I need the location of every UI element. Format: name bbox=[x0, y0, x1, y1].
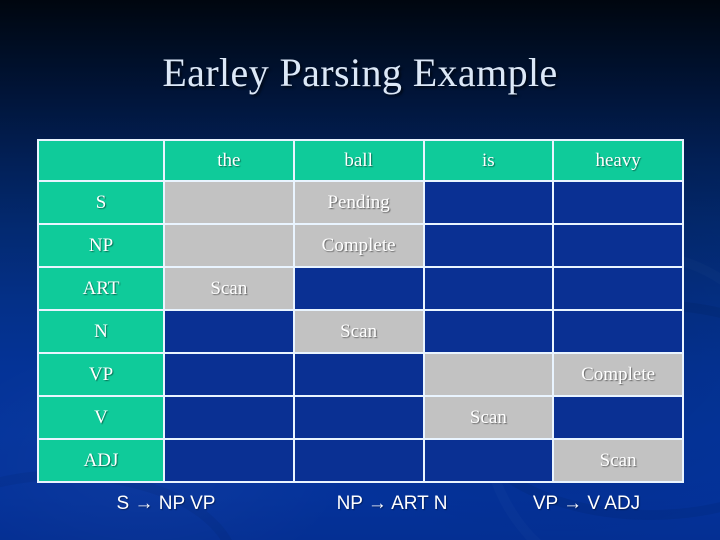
cell-text: Complete bbox=[581, 363, 656, 385]
table-row: N Scan bbox=[37, 311, 684, 354]
grammar-rules-row: S → NP VP NP → ART N VP → V ADJ bbox=[37, 491, 684, 517]
cell-s-heavy bbox=[554, 182, 684, 225]
cell-v-the bbox=[165, 397, 295, 440]
column-header-the: the bbox=[165, 139, 295, 182]
cell-n-the bbox=[165, 311, 295, 354]
cell-art-is bbox=[424, 268, 555, 311]
cell-vp-the bbox=[165, 354, 295, 397]
table-row: S Pending bbox=[37, 182, 684, 225]
table-row: ADJ Scan bbox=[37, 440, 684, 483]
cell-np-the bbox=[165, 225, 295, 268]
cell-vp-heavy: Complete bbox=[554, 354, 684, 397]
cell-text: Complete bbox=[321, 234, 396, 256]
cell-adj-the bbox=[165, 440, 295, 483]
column-header-ball: ball bbox=[294, 139, 425, 182]
column-header-corner bbox=[37, 139, 165, 182]
cell-art-the: Scan bbox=[165, 268, 295, 311]
cell-art-heavy bbox=[554, 268, 684, 311]
row-label-v: V bbox=[37, 397, 165, 440]
table-row: VP Complete bbox=[37, 354, 684, 397]
cell-adj-heavy: Scan bbox=[554, 440, 684, 483]
cell-adj-ball bbox=[294, 440, 425, 483]
cell-text: Scan bbox=[469, 406, 507, 428]
cell-s-is bbox=[424, 182, 555, 225]
cell-np-ball: Complete bbox=[294, 225, 425, 268]
cell-text: Scan bbox=[599, 449, 637, 471]
cell-n-heavy bbox=[554, 311, 684, 354]
table-row: V Scan bbox=[37, 397, 684, 440]
cell-n-is bbox=[424, 311, 555, 354]
grammar-rule-s: S → NP VP bbox=[116, 493, 216, 514]
cell-text: Pending bbox=[327, 191, 390, 213]
row-label-np: NP bbox=[37, 225, 165, 268]
grammar-rule-np: NP → ART N bbox=[336, 493, 448, 514]
table-header-row: the ball is heavy bbox=[37, 139, 684, 182]
cell-text: Scan bbox=[210, 277, 248, 299]
row-label-vp: VP bbox=[37, 354, 165, 397]
cell-n-ball: Scan bbox=[294, 311, 425, 354]
cell-vp-ball bbox=[294, 354, 425, 397]
cell-v-ball bbox=[294, 397, 425, 440]
cell-np-is bbox=[424, 225, 555, 268]
cell-v-is: Scan bbox=[424, 397, 555, 440]
cell-v-heavy bbox=[554, 397, 684, 440]
cell-art-ball bbox=[294, 268, 425, 311]
row-label-n: N bbox=[37, 311, 165, 354]
page-title: Earley Parsing Example bbox=[162, 50, 558, 95]
table-row: ART Scan bbox=[37, 268, 684, 311]
column-header-is: is bbox=[424, 139, 555, 182]
row-label-art: ART bbox=[37, 268, 165, 311]
cell-s-the bbox=[165, 182, 295, 225]
grammar-rule-vp: VP → V ADJ bbox=[532, 493, 641, 514]
cell-adj-is bbox=[424, 440, 555, 483]
cell-vp-is bbox=[424, 354, 555, 397]
cell-np-heavy bbox=[554, 225, 684, 268]
cell-text: Scan bbox=[340, 320, 378, 342]
column-header-heavy: heavy bbox=[554, 139, 684, 182]
row-label-adj: ADJ bbox=[37, 440, 165, 483]
earley-chart-container: the ball is heavy S Pending NP Complete bbox=[37, 139, 684, 483]
table-row: NP Complete bbox=[37, 225, 684, 268]
cell-s-ball: Pending bbox=[294, 182, 425, 225]
earley-parse-table: the ball is heavy S Pending NP Complete bbox=[37, 139, 684, 483]
row-label-s: S bbox=[37, 182, 165, 225]
